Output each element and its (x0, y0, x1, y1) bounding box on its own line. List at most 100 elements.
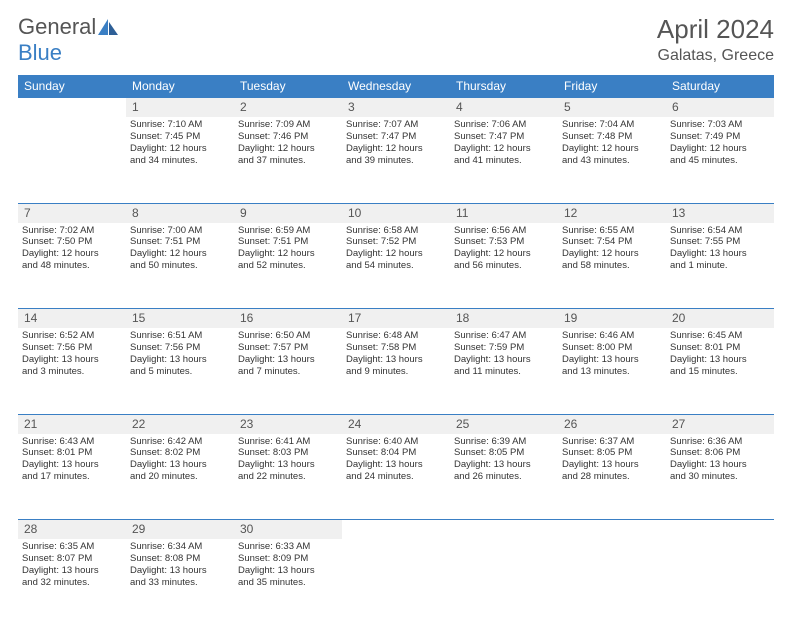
weekday-sunday: Sunday (18, 75, 126, 98)
day-cell: Sunrise: 6:35 AMSunset: 8:07 PMDaylight:… (18, 539, 126, 625)
day-cell: Sunrise: 6:54 AMSunset: 7:55 PMDaylight:… (666, 223, 774, 309)
day-cell: Sunrise: 7:02 AMSunset: 7:50 PMDaylight:… (18, 223, 126, 309)
daynum-row: 21222324252627 (18, 414, 774, 434)
sunset-text: Sunset: 8:05 PM (454, 447, 554, 459)
day-cell: Sunrise: 7:10 AMSunset: 7:45 PMDaylight:… (126, 117, 234, 203)
day-cell: Sunrise: 6:56 AMSunset: 7:53 PMDaylight:… (450, 223, 558, 309)
sunset-text: Sunset: 7:59 PM (454, 342, 554, 354)
sunset-text: Sunset: 7:54 PM (562, 236, 662, 248)
day-cell: Sunrise: 6:40 AMSunset: 8:04 PMDaylight:… (342, 434, 450, 520)
day-number-cell: 6 (666, 98, 774, 118)
day-cell: Sunrise: 6:33 AMSunset: 8:09 PMDaylight:… (234, 539, 342, 625)
day-cell: Sunrise: 6:48 AMSunset: 7:58 PMDaylight:… (342, 328, 450, 414)
sunrise-text: Sunrise: 6:35 AM (22, 541, 122, 553)
day-cell: Sunrise: 7:03 AMSunset: 7:49 PMDaylight:… (666, 117, 774, 203)
daylight-text: Daylight: 13 hours (562, 459, 662, 471)
day-cell (450, 539, 558, 625)
day-content-row: Sunrise: 6:52 AMSunset: 7:56 PMDaylight:… (18, 328, 774, 414)
daylight-text: Daylight: 12 hours (22, 248, 122, 260)
daylight-text: and 20 minutes. (130, 471, 230, 483)
day-number-cell: 27 (666, 414, 774, 434)
daylight-text: and 39 minutes. (346, 155, 446, 167)
sunset-text: Sunset: 7:49 PM (670, 131, 770, 143)
sunset-text: Sunset: 7:57 PM (238, 342, 338, 354)
sunset-text: Sunset: 7:53 PM (454, 236, 554, 248)
daylight-text: and 45 minutes. (670, 155, 770, 167)
day-number-cell: 28 (18, 520, 126, 540)
daylight-text: and 15 minutes. (670, 366, 770, 378)
day-number-cell: 4 (450, 98, 558, 118)
daylight-text: and 52 minutes. (238, 260, 338, 272)
sunset-text: Sunset: 7:46 PM (238, 131, 338, 143)
day-number-cell: 9 (234, 203, 342, 223)
daylight-text: Daylight: 13 hours (238, 459, 338, 471)
daylight-text: and 26 minutes. (454, 471, 554, 483)
sunrise-text: Sunrise: 7:06 AM (454, 119, 554, 131)
day-number-cell: 17 (342, 309, 450, 329)
sunset-text: Sunset: 7:58 PM (346, 342, 446, 354)
day-cell (342, 539, 450, 625)
daylight-text: Daylight: 12 hours (238, 248, 338, 260)
day-cell: Sunrise: 7:00 AMSunset: 7:51 PMDaylight:… (126, 223, 234, 309)
sunset-text: Sunset: 7:47 PM (454, 131, 554, 143)
daylight-text: Daylight: 12 hours (346, 143, 446, 155)
sunset-text: Sunset: 8:04 PM (346, 447, 446, 459)
daylight-text: Daylight: 13 hours (22, 565, 122, 577)
day-number-cell: 1 (126, 98, 234, 118)
location-label: Galatas, Greece (657, 47, 774, 65)
day-cell: Sunrise: 6:34 AMSunset: 8:08 PMDaylight:… (126, 539, 234, 625)
sunset-text: Sunset: 8:00 PM (562, 342, 662, 354)
day-number-cell: 23 (234, 414, 342, 434)
day-number-cell (666, 520, 774, 540)
day-cell: Sunrise: 6:36 AMSunset: 8:06 PMDaylight:… (666, 434, 774, 520)
day-cell: Sunrise: 6:42 AMSunset: 8:02 PMDaylight:… (126, 434, 234, 520)
day-cell: Sunrise: 6:43 AMSunset: 8:01 PMDaylight:… (18, 434, 126, 520)
day-number-cell: 3 (342, 98, 450, 118)
day-cell (666, 539, 774, 625)
sunrise-text: Sunrise: 7:03 AM (670, 119, 770, 131)
day-number-cell: 14 (18, 309, 126, 329)
day-cell: Sunrise: 6:45 AMSunset: 8:01 PMDaylight:… (666, 328, 774, 414)
daylight-text: Daylight: 12 hours (454, 248, 554, 260)
day-cell: Sunrise: 7:09 AMSunset: 7:46 PMDaylight:… (234, 117, 342, 203)
daylight-text: Daylight: 13 hours (238, 565, 338, 577)
day-cell: Sunrise: 6:46 AMSunset: 8:00 PMDaylight:… (558, 328, 666, 414)
sunset-text: Sunset: 7:48 PM (562, 131, 662, 143)
sunrise-text: Sunrise: 6:40 AM (346, 436, 446, 448)
sunrise-text: Sunrise: 6:50 AM (238, 330, 338, 342)
sunrise-text: Sunrise: 6:34 AM (130, 541, 230, 553)
daylight-text: and 58 minutes. (562, 260, 662, 272)
daylight-text: Daylight: 13 hours (670, 459, 770, 471)
day-content-row: Sunrise: 7:10 AMSunset: 7:45 PMDaylight:… (18, 117, 774, 203)
sunrise-text: Sunrise: 6:51 AM (130, 330, 230, 342)
daylight-text: and 34 minutes. (130, 155, 230, 167)
day-cell: Sunrise: 6:58 AMSunset: 7:52 PMDaylight:… (342, 223, 450, 309)
sunset-text: Sunset: 8:05 PM (562, 447, 662, 459)
daylight-text: Daylight: 12 hours (130, 143, 230, 155)
daynum-row: 78910111213 (18, 203, 774, 223)
sunrise-text: Sunrise: 6:37 AM (562, 436, 662, 448)
daylight-text: and 17 minutes. (22, 471, 122, 483)
daylight-text: Daylight: 13 hours (130, 459, 230, 471)
day-number-cell: 2 (234, 98, 342, 118)
daylight-text: Daylight: 12 hours (670, 143, 770, 155)
day-number-cell: 10 (342, 203, 450, 223)
sunset-text: Sunset: 7:51 PM (238, 236, 338, 248)
day-number-cell: 16 (234, 309, 342, 329)
sunrise-text: Sunrise: 7:04 AM (562, 119, 662, 131)
day-number-cell (450, 520, 558, 540)
sunrise-text: Sunrise: 6:39 AM (454, 436, 554, 448)
brand-part2: Blue (18, 40, 62, 65)
daylight-text: Daylight: 13 hours (22, 459, 122, 471)
daylight-text: and 24 minutes. (346, 471, 446, 483)
day-number-cell: 20 (666, 309, 774, 329)
daylight-text: Daylight: 12 hours (130, 248, 230, 260)
daynum-row: 123456 (18, 98, 774, 118)
sunrise-text: Sunrise: 7:10 AM (130, 119, 230, 131)
sunrise-text: Sunrise: 7:07 AM (346, 119, 446, 131)
weekday-friday: Friday (558, 75, 666, 98)
sunset-text: Sunset: 7:47 PM (346, 131, 446, 143)
sunrise-text: Sunrise: 7:00 AM (130, 225, 230, 237)
sunrise-text: Sunrise: 6:47 AM (454, 330, 554, 342)
day-number-cell: 19 (558, 309, 666, 329)
